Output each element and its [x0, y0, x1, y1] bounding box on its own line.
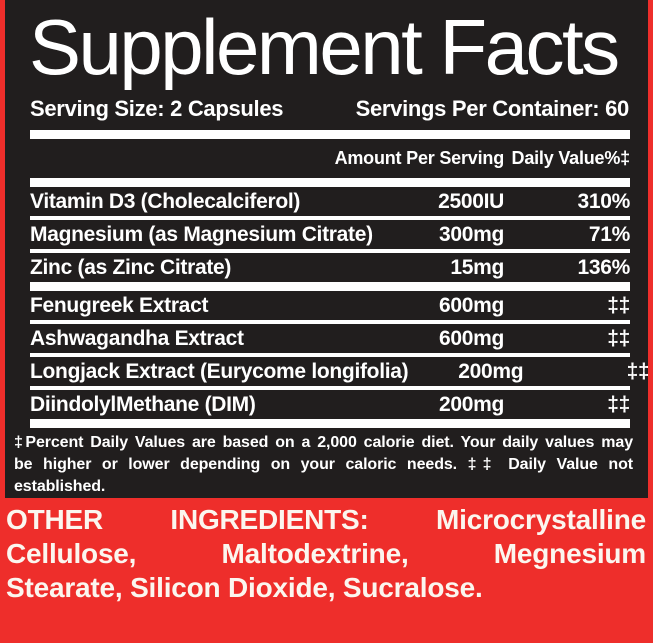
row-separator: [30, 249, 630, 253]
table-row-ashwagandha: Ashwagandha Extract 600mg ‡‡: [30, 324, 630, 353]
other-ingredients-line: OTHER INGREDIENTS: Microcrystalline: [6, 504, 646, 535]
nutrient-amount: 300mg: [438, 222, 504, 246]
table-row-dim: DiindolylMethane (DIM) 200mg ‡‡: [30, 390, 630, 419]
column-header-row: Amount Per Serving Daily Value%‡: [30, 139, 631, 178]
serving-size-text: Serving Size: 2 Capsules: [30, 96, 284, 121]
daily-value-header: Daily Value%‡: [511, 148, 631, 168]
table-row-magnesium: Magnesium (as Magnesium Citrate) 300mg 7…: [30, 220, 630, 249]
other-ingredients-section: OTHER INGREDIENTS: Microcrystalline Cell…: [0, 498, 653, 643]
nutrient-name: Longjack Extract (Eurycome longifolia): [30, 359, 409, 383]
group-separator: [30, 282, 630, 291]
footnote-line: established.: [14, 478, 106, 495]
nutrient-daily-value: 71%: [588, 222, 630, 246]
divider-bar-top: [30, 130, 630, 139]
table-row-vitamin-d3: Vitamin D3 (Cholecalciferol) 2500IU 310%: [30, 187, 630, 216]
nutrient-name: Fenugreek Extract: [30, 293, 209, 317]
nutrient-name: Vitamin D3 (Cholecalciferol): [30, 189, 301, 213]
row-separator: [30, 216, 630, 220]
other-ingredients-line: Stearate, Silicon Dioxide, Sucralose.: [6, 572, 483, 603]
table-row-zinc: Zinc (as Zinc Citrate) 15mg 136%: [30, 253, 630, 282]
nutrient-amount: 600mg: [438, 293, 504, 317]
nutrient-amount: 200mg: [438, 392, 504, 416]
nutrient-daily-value: ‡‡: [626, 359, 648, 383]
row-separator: [30, 320, 630, 324]
label-title: Supplement Facts: [29, 3, 620, 91]
nutrient-amount: 200mg: [458, 359, 524, 383]
nutrient-name: Zinc (as Zinc Citrate): [30, 255, 232, 279]
nutrient-daily-value: 310%: [577, 189, 630, 213]
table-row-longjack: Longjack Extract (Eurycome longifolia) 2…: [30, 357, 648, 386]
amount-per-serving-header: Amount Per Serving: [334, 148, 505, 168]
nutrient-daily-value: 136%: [577, 255, 630, 279]
serving-info-row: Serving Size: 2 Capsules Servings Per Co…: [30, 97, 629, 121]
footnote-line: be higher or lower depending on your cal…: [14, 456, 633, 473]
nutrient-name: Ashwagandha Extract: [30, 326, 244, 350]
footnote-line: ‡Percent Daily Values are based on a 2,0…: [14, 434, 633, 451]
nutrient-amount: 600mg: [438, 326, 504, 350]
facts-panel: Supplement Facts Serving Size: 2 Capsule…: [5, 0, 648, 498]
nutrient-name: DiindolylMethane (DIM): [30, 392, 256, 416]
group-separator: [30, 419, 630, 428]
nutrient-daily-value: ‡‡: [607, 293, 630, 317]
nutrient-daily-value: ‡‡: [607, 326, 630, 350]
divider-bar-header: [30, 178, 630, 187]
table-row-fenugreek: Fenugreek Extract 600mg ‡‡: [30, 291, 630, 320]
nutrient-amount: 15mg: [450, 255, 504, 279]
other-ingredients-line: Cellulose, Maltodextrine, Megnesium: [6, 538, 646, 569]
nutrient-daily-value: ‡‡: [607, 392, 630, 416]
row-separator: [30, 386, 630, 390]
servings-per-container-text: Servings Per Container: 60: [355, 96, 630, 121]
nutrient-amount: 2500IU: [438, 189, 504, 213]
nutrient-name: Magnesium (as Magnesium Citrate): [30, 222, 373, 246]
row-separator: [30, 353, 630, 357]
daily-value-footnote: ‡Percent Daily Values are based on a 2,0…: [14, 432, 633, 498]
